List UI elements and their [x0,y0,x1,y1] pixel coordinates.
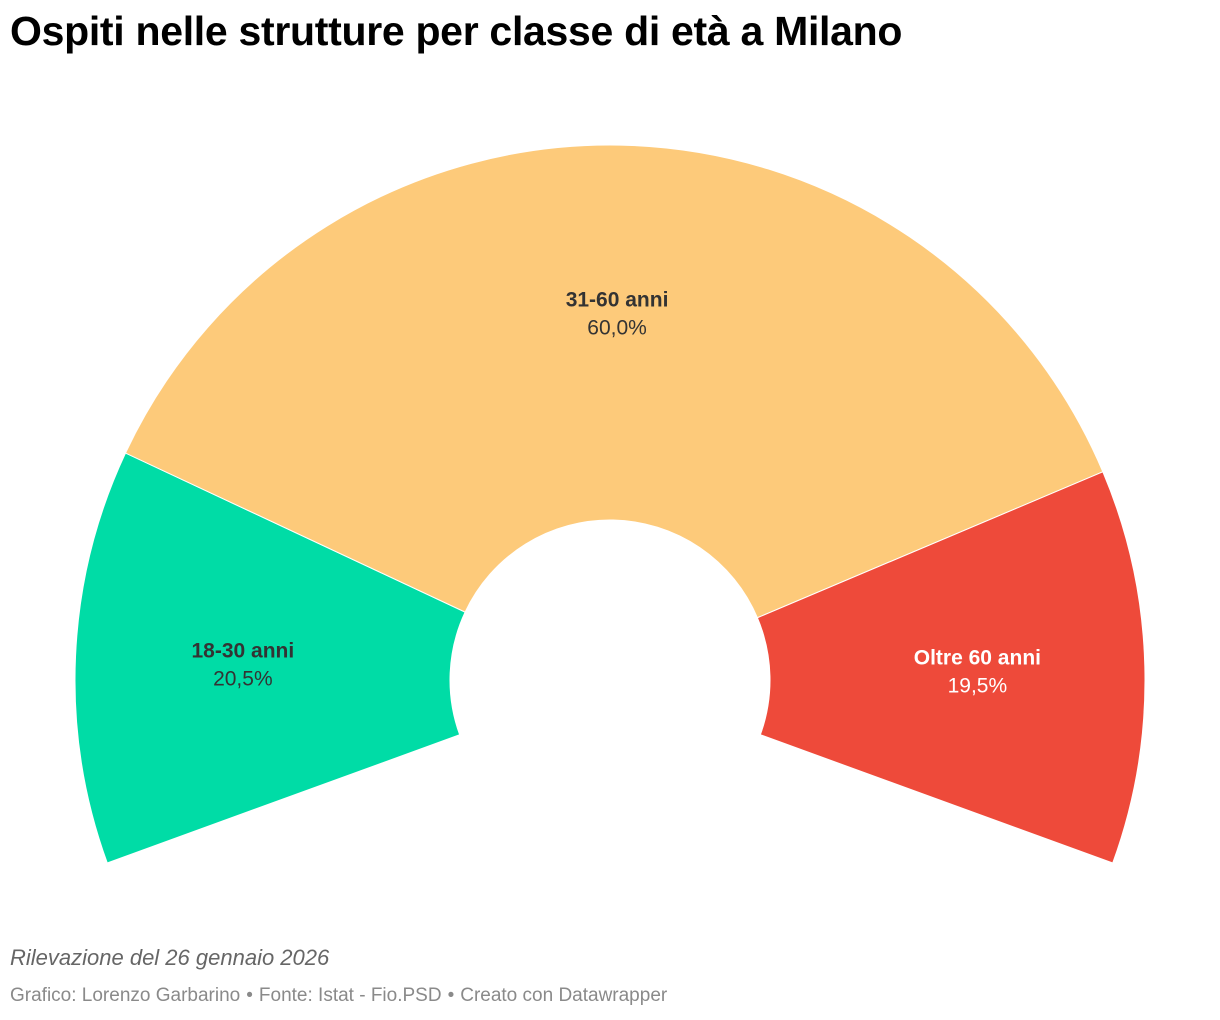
chart-notes: Rilevazione del 26 gennaio 2026 [10,945,330,970]
slice-value-2: 60,0% [587,317,647,340]
chart-title: Ospiti nelle strutture per classe di età… [10,8,903,54]
slice-label-2: 31-60 anni [566,289,669,312]
credit-separator: • [246,985,253,1006]
slice-value-3: 19,5% [948,675,1008,698]
credit-author: Grafico: Lorenzo Garbarino [10,985,241,1006]
pie-slice-1 [74,452,466,864]
slice-label-1: 18-30 anni [192,640,295,663]
credit-tool: Creato con Datawrapper [460,985,668,1006]
chart-credits: Grafico: Lorenzo Garbarino • Fonte: Istat … [10,985,667,1007]
slice-value-1: 20,5% [213,668,273,691]
credit-separator: • [447,985,455,1006]
slice-label-3: Oltre 60 anni [914,647,1041,670]
pie-slice-3 [756,471,1146,864]
credit-source: Fonte: Istat - Fio.PSD [258,985,442,1006]
pie-slice-2 [124,144,1104,619]
